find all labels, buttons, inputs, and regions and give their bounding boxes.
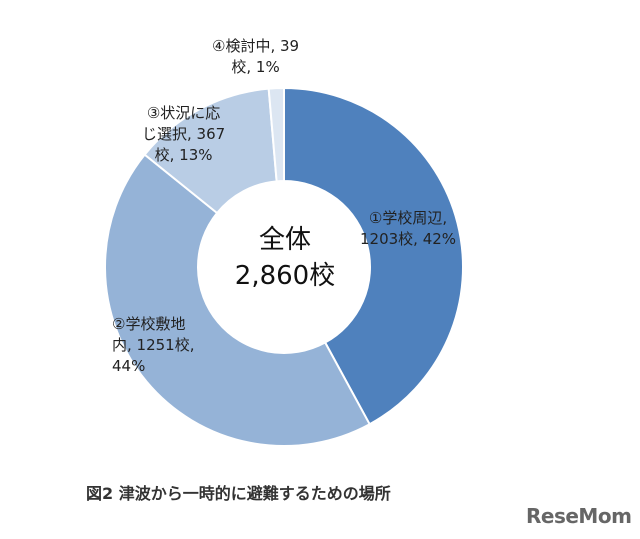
data-label-4: ④検討中, 39 校, 1%	[212, 37, 300, 76]
data-label-2: ②学校敷地 内, 1251校, 44%	[112, 315, 195, 375]
data-label-3: ③状況に応 じ選択, 367 校, 13%	[142, 104, 226, 164]
center-label-total: 2,860校	[234, 261, 336, 291]
donut-slice-2	[104, 153, 371, 447]
center-label-title: 全体	[258, 225, 311, 255]
donut-slice-1	[283, 86, 464, 426]
data-label-1: ①学校周辺, 1203校, 42%	[360, 209, 457, 248]
resemom-logo: ReseMom	[526, 504, 632, 528]
figure-caption: 図2 津波から一時的に避難するための場所	[86, 484, 391, 503]
center-label: 全体 2,860校	[205, 222, 365, 294]
donut-slice-4	[267, 86, 285, 183]
